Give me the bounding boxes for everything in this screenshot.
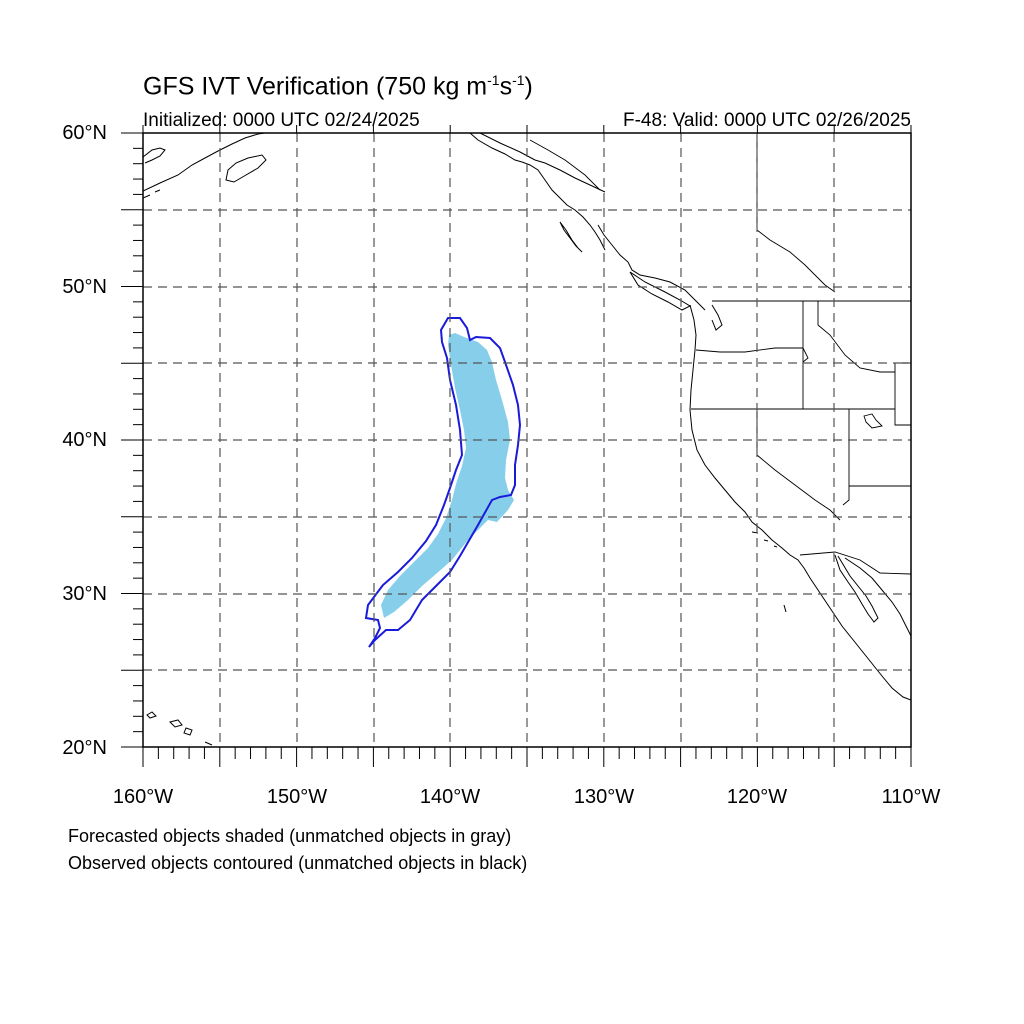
lon-label-130w: 130°W (573, 786, 635, 808)
lat-label-40n: 40°N (62, 429, 107, 451)
note-forecast: Forecasted objects shaded (unmatched obj… (68, 826, 512, 846)
puget-sound (711, 304, 723, 331)
channel-islands (751, 531, 787, 613)
lon-label-150w: 150°W (266, 786, 328, 808)
border-us-mexico (799, 551, 911, 575)
coastline-gulf-of-california (844, 557, 911, 637)
coastline-us-west (689, 304, 911, 701)
axis-ticks (121, 125, 912, 767)
border-idaho-east (817, 301, 895, 373)
coastline-alaska-peninsula (143, 133, 266, 192)
hawaiian-islands (146, 711, 213, 746)
lat-label-60n: 60°N (62, 122, 107, 144)
border-nv-ut (842, 409, 850, 506)
great-salt-lake (863, 413, 883, 429)
forecast-ivt-object (381, 333, 514, 618)
coastlines (143, 133, 911, 746)
map-title: GFS IVT Verification (750 kg m-1s-1) (143, 72, 533, 101)
lat-label-50n: 50°N (62, 276, 107, 298)
border-bc-alberta (756, 133, 836, 293)
lat-label-30n: 30°N (62, 583, 107, 605)
initialized-time: Initialized: 0000 UTC 02/24/2025 (143, 110, 420, 131)
coastline-alaska-southeast (479, 133, 606, 193)
lon-label-140w: 140°W (419, 786, 481, 808)
border-alaska-canada (529, 139, 601, 191)
map-grid (143, 133, 911, 747)
lon-label-110w: 110°W (881, 786, 941, 808)
border-ca-nv (756, 409, 841, 521)
valid-time: F-48: Valid: 0000 UTC 02/26/2025 (623, 110, 911, 131)
aleutian-islands (143, 189, 161, 199)
lon-label-160w: 160°W (112, 786, 174, 808)
coastline-baja-california (834, 554, 879, 623)
border-or-wa (695, 347, 809, 363)
lon-label-120w: 120°W (726, 786, 788, 808)
political-borders (529, 133, 911, 575)
kodiak-island (225, 154, 267, 183)
lat-label-20n: 20°N (62, 737, 107, 759)
haida-gwaii (559, 221, 583, 253)
observed-ivt-contour (364, 317, 522, 648)
coastline-alaska-bristol (143, 147, 166, 164)
border-montana-wyoming (894, 362, 911, 426)
coastline-british-columbia (597, 224, 706, 311)
note-observed: Observed objects contoured (unmatched ob… (68, 853, 528, 873)
coastline-gulf-of-alaska (278, 133, 606, 251)
